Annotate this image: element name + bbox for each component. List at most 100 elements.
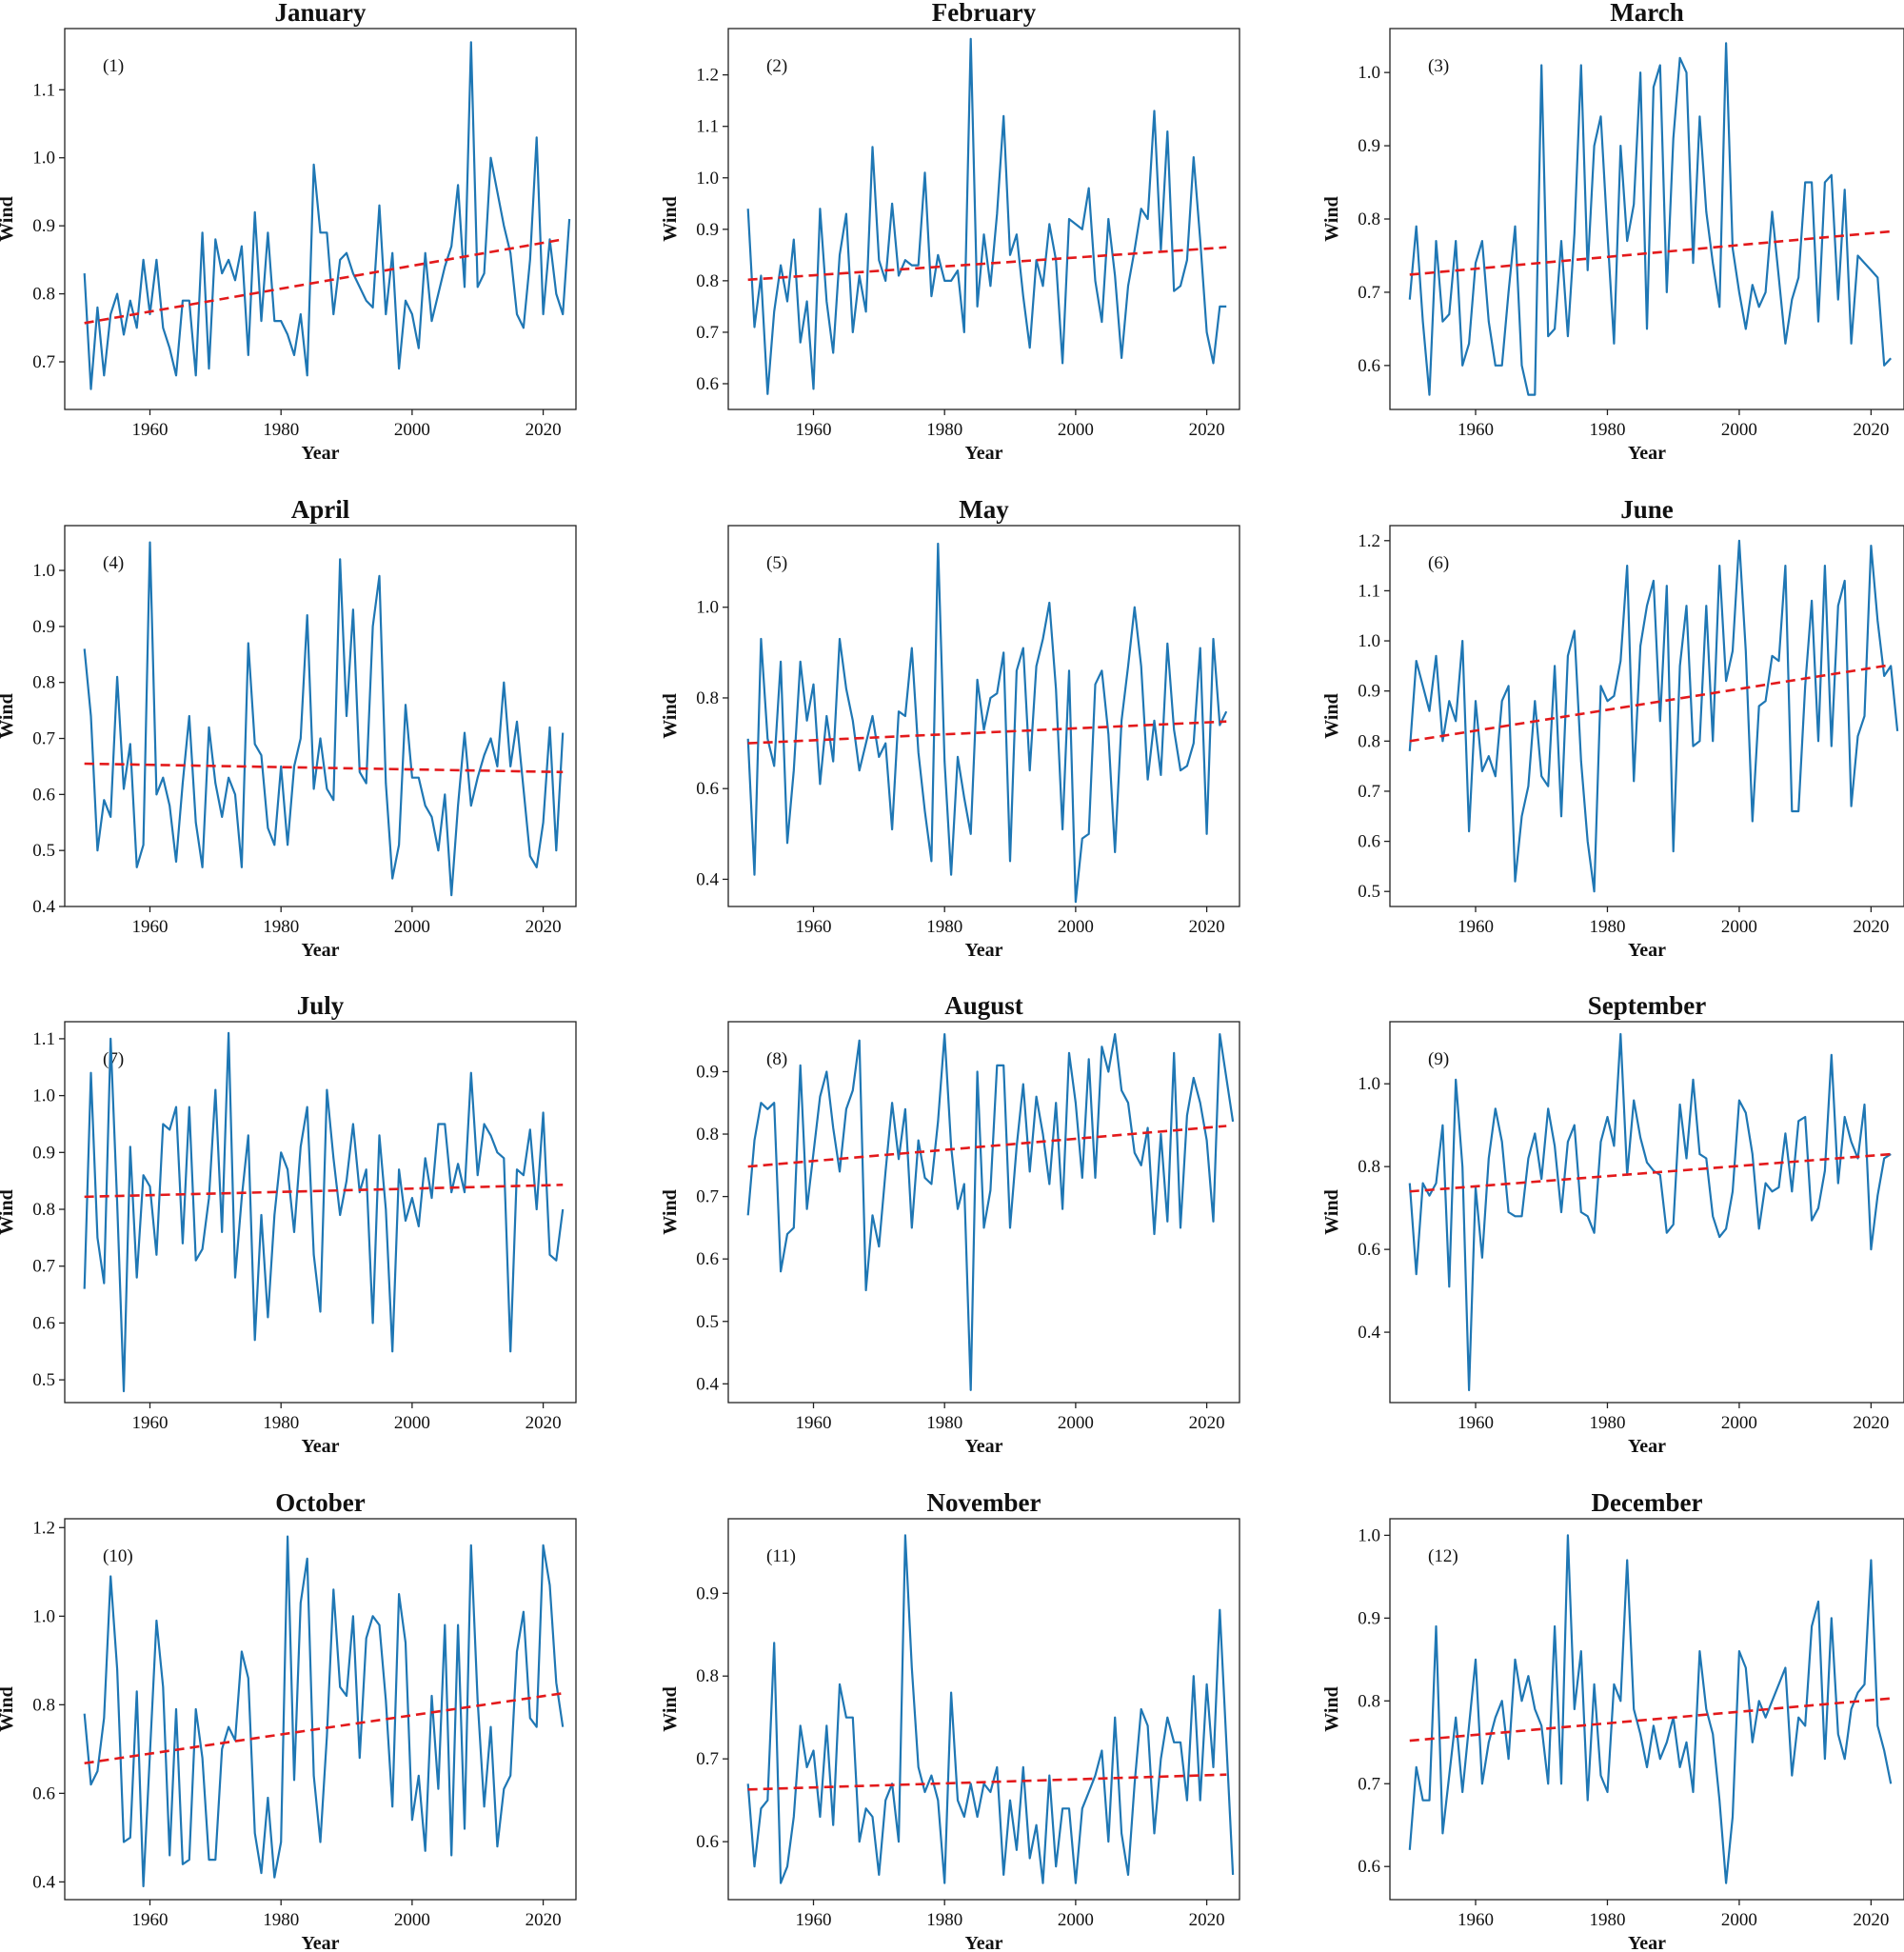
plot-frame [727, 525, 1240, 907]
chart-panel-april: April 1960 1980 2000 2020 0.4 0.5 0.6 0.7 0.8 0.9 1… [0, 495, 577, 961]
plot-frame [1389, 1518, 1904, 1901]
y-tick-label: 0.8 [1358, 731, 1380, 751]
panel-title: February [932, 0, 1037, 27]
trend-line [1409, 229, 1892, 276]
y-tick-label: 0.5 [696, 1312, 719, 1332]
chart-panel-march: March 1960 1980 2000 2020 0.6 0.7 0.8 0.9 1.0 Year… [1321, 0, 1904, 464]
chart-panel-august: August 1960 1980 2000 2020 0.4 0.5 0.6 0.7 0.8 0.9… [660, 991, 1240, 1457]
x-tick-label: 1960 [1458, 1910, 1494, 1930]
y-tick-label: 0.8 [32, 673, 55, 693]
panel-tag: (7) [103, 1049, 124, 1069]
wind-series-line [746, 1534, 1235, 1884]
x-axis-label: Year [1628, 940, 1666, 961]
y-tick-label: 0.7 [696, 1187, 719, 1207]
y-tick-label: 1.0 [1358, 63, 1380, 83]
panel-title: March [1610, 0, 1683, 27]
plot-frame [1389, 1021, 1904, 1404]
panel-tag: (6) [1428, 553, 1449, 573]
y-tick-label: 0.9 [696, 220, 719, 240]
panel-tag: (2) [766, 56, 787, 76]
y-axis-label: Wind [0, 1189, 17, 1234]
panel-tag: (11) [766, 1546, 796, 1566]
panel-tag: (12) [1428, 1546, 1458, 1566]
x-tick-label: 2020 [1853, 917, 1889, 937]
y-tick-label: 0.6 [32, 1313, 55, 1333]
y-tick-label: 0.7 [32, 352, 55, 372]
x-axis-label: Year [302, 940, 340, 961]
trend-line [747, 1773, 1227, 1791]
panel-title: June [1620, 495, 1674, 524]
x-tick-label: 1980 [263, 420, 299, 440]
y-tick-label: 0.9 [1358, 1608, 1380, 1628]
x-tick-label: 2000 [1721, 1910, 1757, 1930]
y-tick-label: 0.8 [32, 1695, 55, 1715]
x-tick-label: 1960 [132, 1910, 169, 1930]
plot-frame [64, 28, 577, 410]
y-tick-label: 0.7 [1358, 782, 1380, 802]
panel-title: August [944, 991, 1023, 1020]
x-tick-label: 1980 [926, 917, 962, 937]
y-tick-label: 0.9 [32, 1143, 55, 1163]
y-axis-label: Wind [1321, 1189, 1342, 1234]
wind-series-line [83, 1535, 565, 1888]
y-tick-label: 1.0 [32, 1606, 55, 1626]
x-tick-label: 1960 [132, 917, 169, 937]
panel-tag: (1) [103, 56, 124, 76]
x-tick-label: 1980 [926, 1413, 962, 1433]
y-tick-label: 0.4 [1358, 1323, 1380, 1343]
wind-series-line [1408, 539, 1899, 893]
y-tick-label: 0.4 [32, 897, 55, 917]
y-tick-label: 0.7 [32, 729, 55, 749]
y-tick-label: 1.1 [32, 1029, 55, 1049]
y-tick-label: 0.6 [32, 1783, 55, 1803]
trend-line [747, 1125, 1227, 1168]
x-tick-label: 2000 [1721, 917, 1757, 937]
x-tick-label: 1980 [926, 1910, 962, 1930]
y-tick-label: 1.1 [32, 80, 55, 100]
chart-panel-october: October 1960 1980 2000 2020 0.4 0.6 0.8 1.0 1.2 Ye… [0, 1488, 577, 1952]
x-tick-label: 2000 [1058, 917, 1094, 937]
y-axis-label: Wind [660, 1189, 681, 1234]
y-tick-label: 0.4 [32, 1872, 55, 1892]
y-tick-label: 1.0 [696, 598, 719, 618]
y-tick-label: 0.8 [696, 271, 719, 291]
y-tick-label: 0.6 [1358, 832, 1380, 852]
y-tick-label: 1.2 [696, 66, 719, 86]
y-tick-label: 0.6 [696, 1249, 719, 1269]
chart-panel-november: November 1960 1980 2000 2020 0.6 0.7 0.8 0.9 Year… [660, 1488, 1240, 1952]
trend-line [1409, 1697, 1892, 1743]
y-tick-label: 1.0 [1358, 631, 1380, 651]
panel-tag: (9) [1428, 1049, 1449, 1069]
y-axis-label: Wind [1321, 196, 1342, 241]
x-tick-label: 1960 [1458, 420, 1494, 440]
x-tick-label: 2000 [1058, 1910, 1094, 1930]
panel-title: December [1592, 1488, 1703, 1517]
wind-series-line [83, 1031, 565, 1393]
panel-tag: (8) [766, 1049, 787, 1069]
plot-frame [727, 1518, 1240, 1901]
y-tick-label: 0.4 [696, 1374, 719, 1394]
trend-line [84, 1184, 564, 1199]
trend-line [84, 762, 564, 774]
wind-series-line [1408, 1534, 1893, 1884]
x-tick-label: 1960 [1458, 917, 1494, 937]
y-tick-label: 0.8 [1358, 209, 1380, 229]
x-tick-label: 1980 [926, 420, 962, 440]
y-tick-label: 1.0 [1358, 1074, 1380, 1094]
y-tick-label: 0.7 [696, 323, 719, 343]
x-tick-label: 2020 [1189, 420, 1225, 440]
panel-title: January [274, 0, 367, 27]
x-tick-label: 1980 [263, 1413, 299, 1433]
y-tick-label: 0.6 [32, 785, 55, 805]
chart-panel-december: December 1960 1980 2000 2020 0.6 0.7 0.8 0.9 1.0 Y… [1321, 1488, 1904, 1952]
y-tick-label: 1.2 [1358, 531, 1380, 551]
panel-title: November [927, 1488, 1041, 1517]
y-tick-label: 0.8 [696, 1125, 719, 1145]
x-tick-label: 2020 [526, 1413, 562, 1433]
y-axis-label: Wind [1321, 693, 1342, 738]
y-tick-label: 0.4 [696, 869, 719, 889]
x-axis-label: Year [1628, 1933, 1666, 1952]
chart-panel-may: May 1960 1980 2000 2020 0.4 0.6 0.8 1.0 Year Wind (… [660, 495, 1240, 961]
wind-series-line [1408, 1032, 1892, 1392]
x-tick-label: 2000 [394, 1413, 430, 1433]
